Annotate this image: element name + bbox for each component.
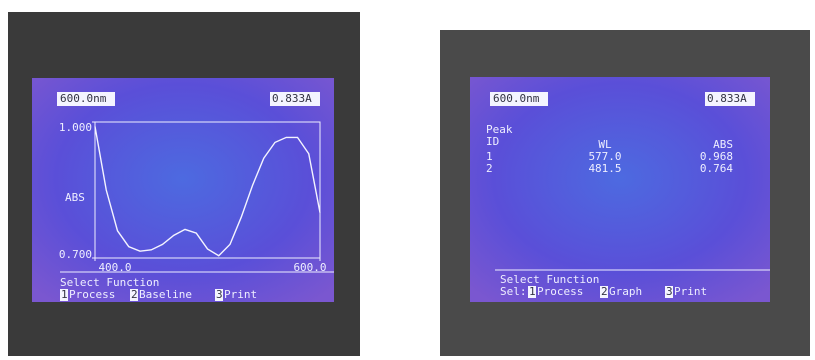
- option-key: 1: [61, 288, 68, 301]
- table-header: ID: [486, 135, 499, 148]
- prefix: Sel:: [500, 285, 527, 298]
- option-key: 2: [601, 285, 608, 298]
- x-tick-label: 600.0: [293, 261, 326, 274]
- absorbance: 0.833A: [707, 92, 747, 105]
- option-key: 2: [131, 288, 138, 301]
- absorbance: 0.833A: [272, 92, 312, 105]
- option-key: 3: [666, 285, 673, 298]
- table-cell: 2: [486, 162, 493, 175]
- screen-right: [470, 77, 770, 302]
- page: 600.0nm 0.833A 600.0nm 0.833A ABS Select…: [0, 0, 815, 356]
- wavelength: 600.0nm: [60, 92, 107, 105]
- table-cell: 481.5: [588, 162, 621, 175]
- table-cell: 0.764: [700, 162, 733, 175]
- y-tick-label: 1.000: [59, 121, 92, 134]
- option-key: 3: [216, 288, 223, 301]
- option-key: 1: [529, 285, 536, 298]
- y-axis-label: ABS: [65, 191, 85, 204]
- wavelength: 600.0nm: [493, 92, 540, 105]
- x-tick-label: 400.0: [98, 261, 131, 274]
- option-label: Baseline: [139, 288, 192, 301]
- option-label: Print: [674, 285, 707, 298]
- option-label: Process: [69, 288, 115, 301]
- screen-left: [32, 78, 334, 302]
- option-label: Process: [537, 285, 583, 298]
- option-label: Print: [224, 288, 257, 301]
- y-tick-label: 0.700: [59, 248, 92, 261]
- option-label: Graph: [609, 285, 642, 298]
